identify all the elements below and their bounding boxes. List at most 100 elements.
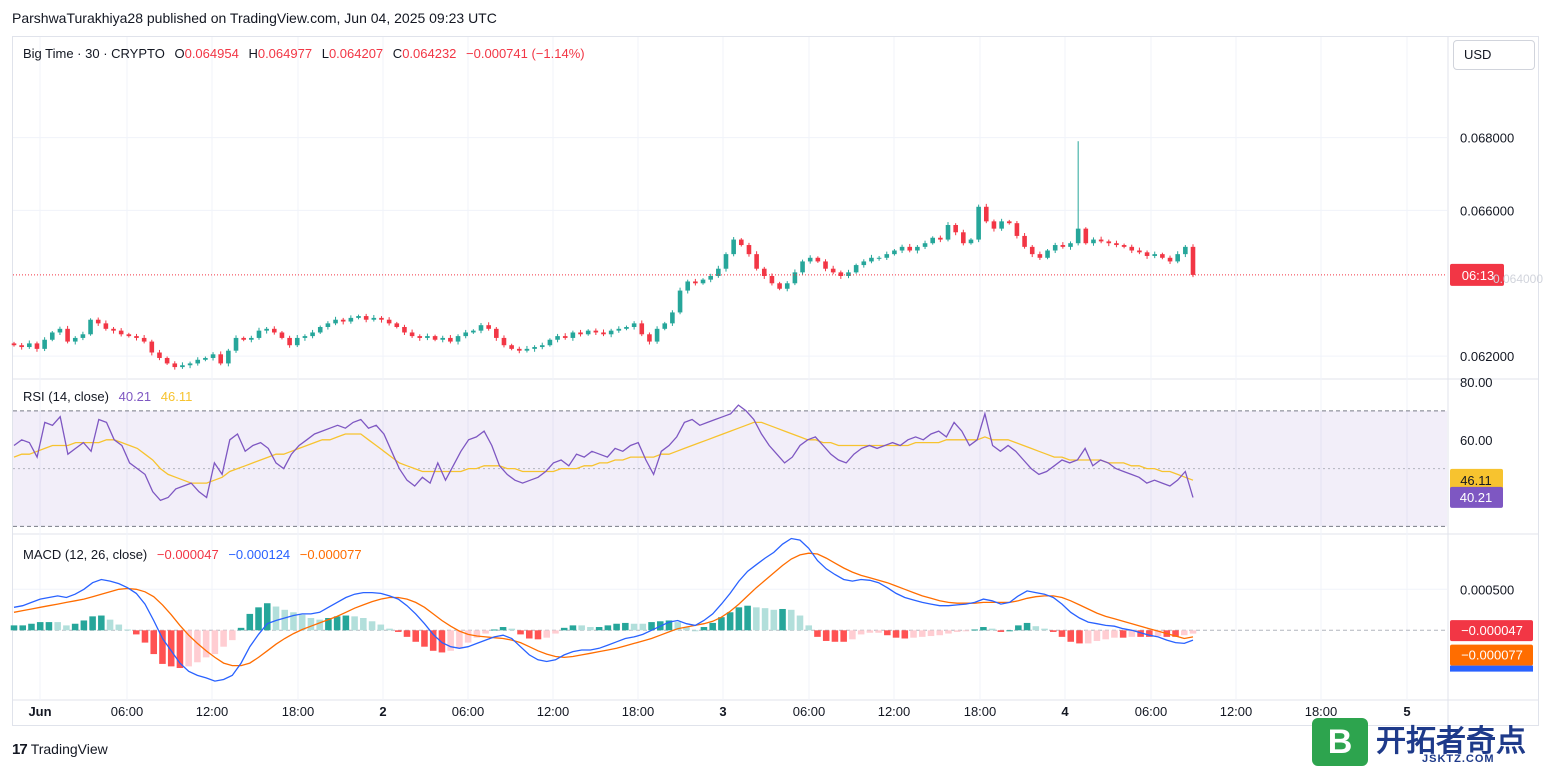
macd-histogram-bar: [945, 630, 952, 634]
candle-body: [149, 341, 155, 353]
price-tick-label: 0.062000: [1460, 349, 1514, 364]
macd-histogram-bar: [499, 627, 507, 631]
macd-histogram-bar: [290, 612, 297, 631]
macd-histogram-bar: [1032, 626, 1040, 631]
candle-body: [754, 254, 759, 269]
rsi-label[interactable]: RSI (14, close): [23, 389, 109, 404]
macd-histogram-bar: [19, 625, 27, 631]
macd-histogram-bar: [456, 630, 463, 648]
time-tick-label: 3: [719, 704, 726, 719]
macd-histogram-bar: [613, 623, 620, 631]
macd-histogram-bar: [473, 630, 481, 638]
candle-body: [777, 283, 782, 289]
candle-body: [823, 261, 828, 269]
rsi-legend: RSI (14, close) 40.21 46.11: [23, 389, 192, 404]
macd-histogram-bar: [89, 616, 96, 631]
candle-body: [1037, 254, 1043, 258]
candle-body: [126, 334, 132, 337]
macd-hist-value: −0.000047: [156, 547, 219, 562]
high-value: 0.064977: [257, 46, 313, 61]
candle-body: [49, 332, 55, 340]
candle-body: [907, 246, 913, 251]
macd-histogram-bar: [971, 629, 978, 631]
macd-histogram-bar: [36, 622, 44, 631]
candle-body: [432, 336, 438, 340]
macd-histogram-bar: [962, 630, 970, 632]
macd-histogram-bar: [403, 630, 411, 637]
macd-histogram-bar: [901, 630, 909, 639]
macd-histogram-bar: [840, 630, 847, 642]
time-tick-label: 18:00: [964, 704, 997, 719]
candle-body: [876, 257, 882, 259]
candle-body: [172, 363, 178, 368]
candle-body: [593, 330, 599, 333]
macd-histogram-bar: [543, 630, 551, 638]
candle-body: [19, 345, 24, 348]
candle-body: [1190, 246, 1196, 275]
candle-body: [570, 332, 576, 338]
price-tick-label: 0.066000: [1460, 203, 1514, 218]
macd-histogram-bar: [1067, 630, 1075, 642]
candle-body: [279, 332, 285, 338]
macd-histogram-bar: [691, 630, 699, 632]
watermark: B 开拓者奇点 JSKTZ.COM: [1312, 716, 1548, 770]
macd-histogram-bar: [80, 620, 88, 631]
macd-histogram-bar: [351, 616, 358, 631]
macd-histogram-bar: [1119, 630, 1127, 638]
time-tick-label: 5: [1403, 704, 1410, 719]
candle-body: [72, 337, 78, 342]
macd-histogram-bar: [263, 603, 271, 631]
candle-body: [111, 328, 116, 331]
macd-histogram-bar: [281, 609, 289, 631]
candle-body: [1129, 246, 1135, 251]
macd-histogram-bar: [1084, 630, 1092, 644]
macd-histogram-bar: [761, 608, 769, 631]
macd-histogram-bar: [753, 607, 760, 631]
macd-histogram-bar: [1049, 630, 1057, 632]
candle-body: [233, 337, 239, 351]
publisher-line: ParshwaTurakhiya28 published on TradingV…: [12, 10, 497, 26]
macd-histogram-bar: [106, 619, 114, 631]
candle-body: [386, 319, 392, 324]
macd-line-badge: [1450, 665, 1533, 672]
macd-histogram-bar: [622, 622, 629, 631]
currency-selector[interactable]: USD: [1453, 40, 1535, 70]
macd-histogram-bar: [822, 630, 830, 641]
candle-body: [80, 334, 86, 338]
candle-body: [976, 206, 981, 240]
candle-body: [340, 319, 346, 322]
candle-body: [539, 345, 545, 348]
price-legend: Big Time · 30 · CRYPTO O0.064954 H0.0649…: [23, 46, 585, 61]
candle-body: [118, 330, 124, 335]
macd-histogram-bar: [342, 615, 350, 631]
macd-histogram-bar: [1154, 630, 1162, 637]
macd-histogram-bar: [412, 630, 420, 642]
rsi-tick-label: 80.00: [1460, 375, 1493, 390]
candle-body: [991, 221, 997, 229]
tradingview-logo[interactable]: 17 TradingView: [12, 741, 108, 758]
macd-label[interactable]: MACD (12, 26, close): [23, 547, 148, 562]
macd-histogram-bar: [421, 630, 428, 647]
candle-body: [807, 257, 813, 262]
macd-histogram-bar: [1058, 630, 1066, 637]
macd-histogram-bar: [63, 625, 70, 631]
macd-histogram-bar: [124, 629, 131, 631]
time-tick-label: 4: [1061, 704, 1069, 719]
candle-body: [700, 279, 706, 284]
candle-body: [532, 347, 537, 349]
candle-body: [65, 328, 70, 342]
macd-signal-badge: [1450, 644, 1533, 666]
candle-body: [1075, 228, 1081, 244]
time-tick-label: 18:00: [622, 704, 655, 719]
macd-histogram-bar: [194, 630, 201, 663]
macd-histogram-bar: [718, 617, 725, 631]
candle-body: [455, 336, 461, 342]
rsi-ma-value: 46.11: [160, 389, 193, 404]
candle-body: [869, 257, 874, 262]
symbol-label[interactable]: Big Time · 30 · CRYPTO: [23, 46, 165, 61]
macd-histogram-bar: [709, 622, 716, 631]
candle-body: [953, 225, 958, 233]
candle-body: [608, 330, 614, 335]
low-value: 0.064207: [328, 46, 384, 61]
